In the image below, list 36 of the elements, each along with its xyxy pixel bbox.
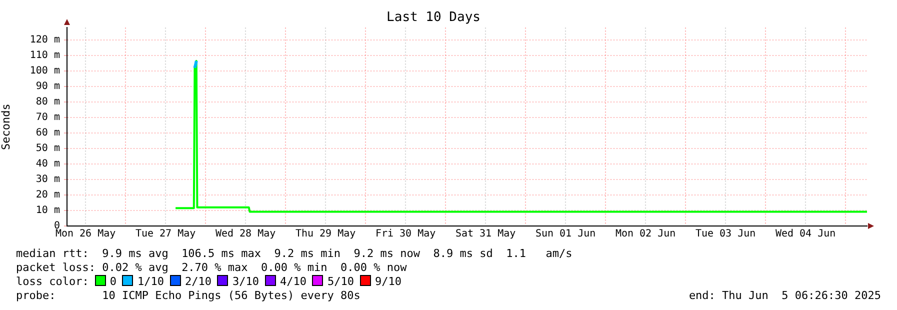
y-tick-label: 60 m [36, 128, 60, 139]
legend-label: 2/10 [184, 275, 212, 288]
legend-label: 3/10 [232, 275, 259, 288]
legend-label: 4/10 [280, 275, 306, 288]
x-tick-label: Wed 28 May [215, 228, 276, 240]
y-tick-label: 70 m [36, 112, 60, 124]
x-tick-label: Wed 04 Jun [775, 228, 836, 240]
x-tick-label: Thu 29 May [295, 228, 356, 240]
legend-title: loss color: [16, 275, 89, 288]
text: end: Thu Jun 5 06:26:30 2025 [688, 289, 881, 303]
text: median rtt: 9.9 ms avg 106.5 ms max 9.2 ms min 9.2 ms now 8.9 ms sd 1.1 am/s [16, 247, 572, 261]
y-tick-label: 110 m [30, 50, 60, 62]
legend-label: 0 [110, 275, 116, 288]
legend-label: 5/10 [327, 275, 354, 288]
legend-label: 1/10 [137, 275, 164, 288]
x-tick-label: Mon 02 Jun [615, 228, 676, 240]
legend-label: 9/10 [374, 275, 402, 288]
text: packet loss: 0.02 % avg 2.70 % max 0.00 % min 0.00 % now [16, 261, 407, 275]
x-tick-label: Sun 01 Jun [535, 228, 596, 240]
y-tick-label: 80 m [36, 96, 60, 108]
x-tick-label: Fri 30 May [375, 228, 436, 240]
x-tick-label: Mon 26 May [55, 228, 116, 240]
x-tick-label: Sat 31 May [455, 228, 516, 240]
text: probe: 10 ICMP Echo Pings (56 Bytes) every 80s [16, 289, 360, 303]
y-tick-label: 50 m [36, 143, 60, 154]
y-axis-title: Seconds [0, 104, 12, 150]
y-tick-label: 30 m [36, 174, 60, 186]
x-tick-label: Tue 27 May [135, 228, 196, 240]
y-tick-label: 40 m [36, 158, 60, 170]
y-tick-label: 10 m [36, 205, 60, 216]
y-tick-label: 120 m [30, 34, 60, 46]
chart-title: Last 10 Days [386, 10, 480, 26]
y-tick-label: 20 m [36, 190, 60, 201]
y-tick-label: 100 m [30, 66, 60, 77]
y-tick-label: 90 m [36, 81, 60, 92]
x-tick-label: Tue 03 Jun [695, 228, 756, 240]
